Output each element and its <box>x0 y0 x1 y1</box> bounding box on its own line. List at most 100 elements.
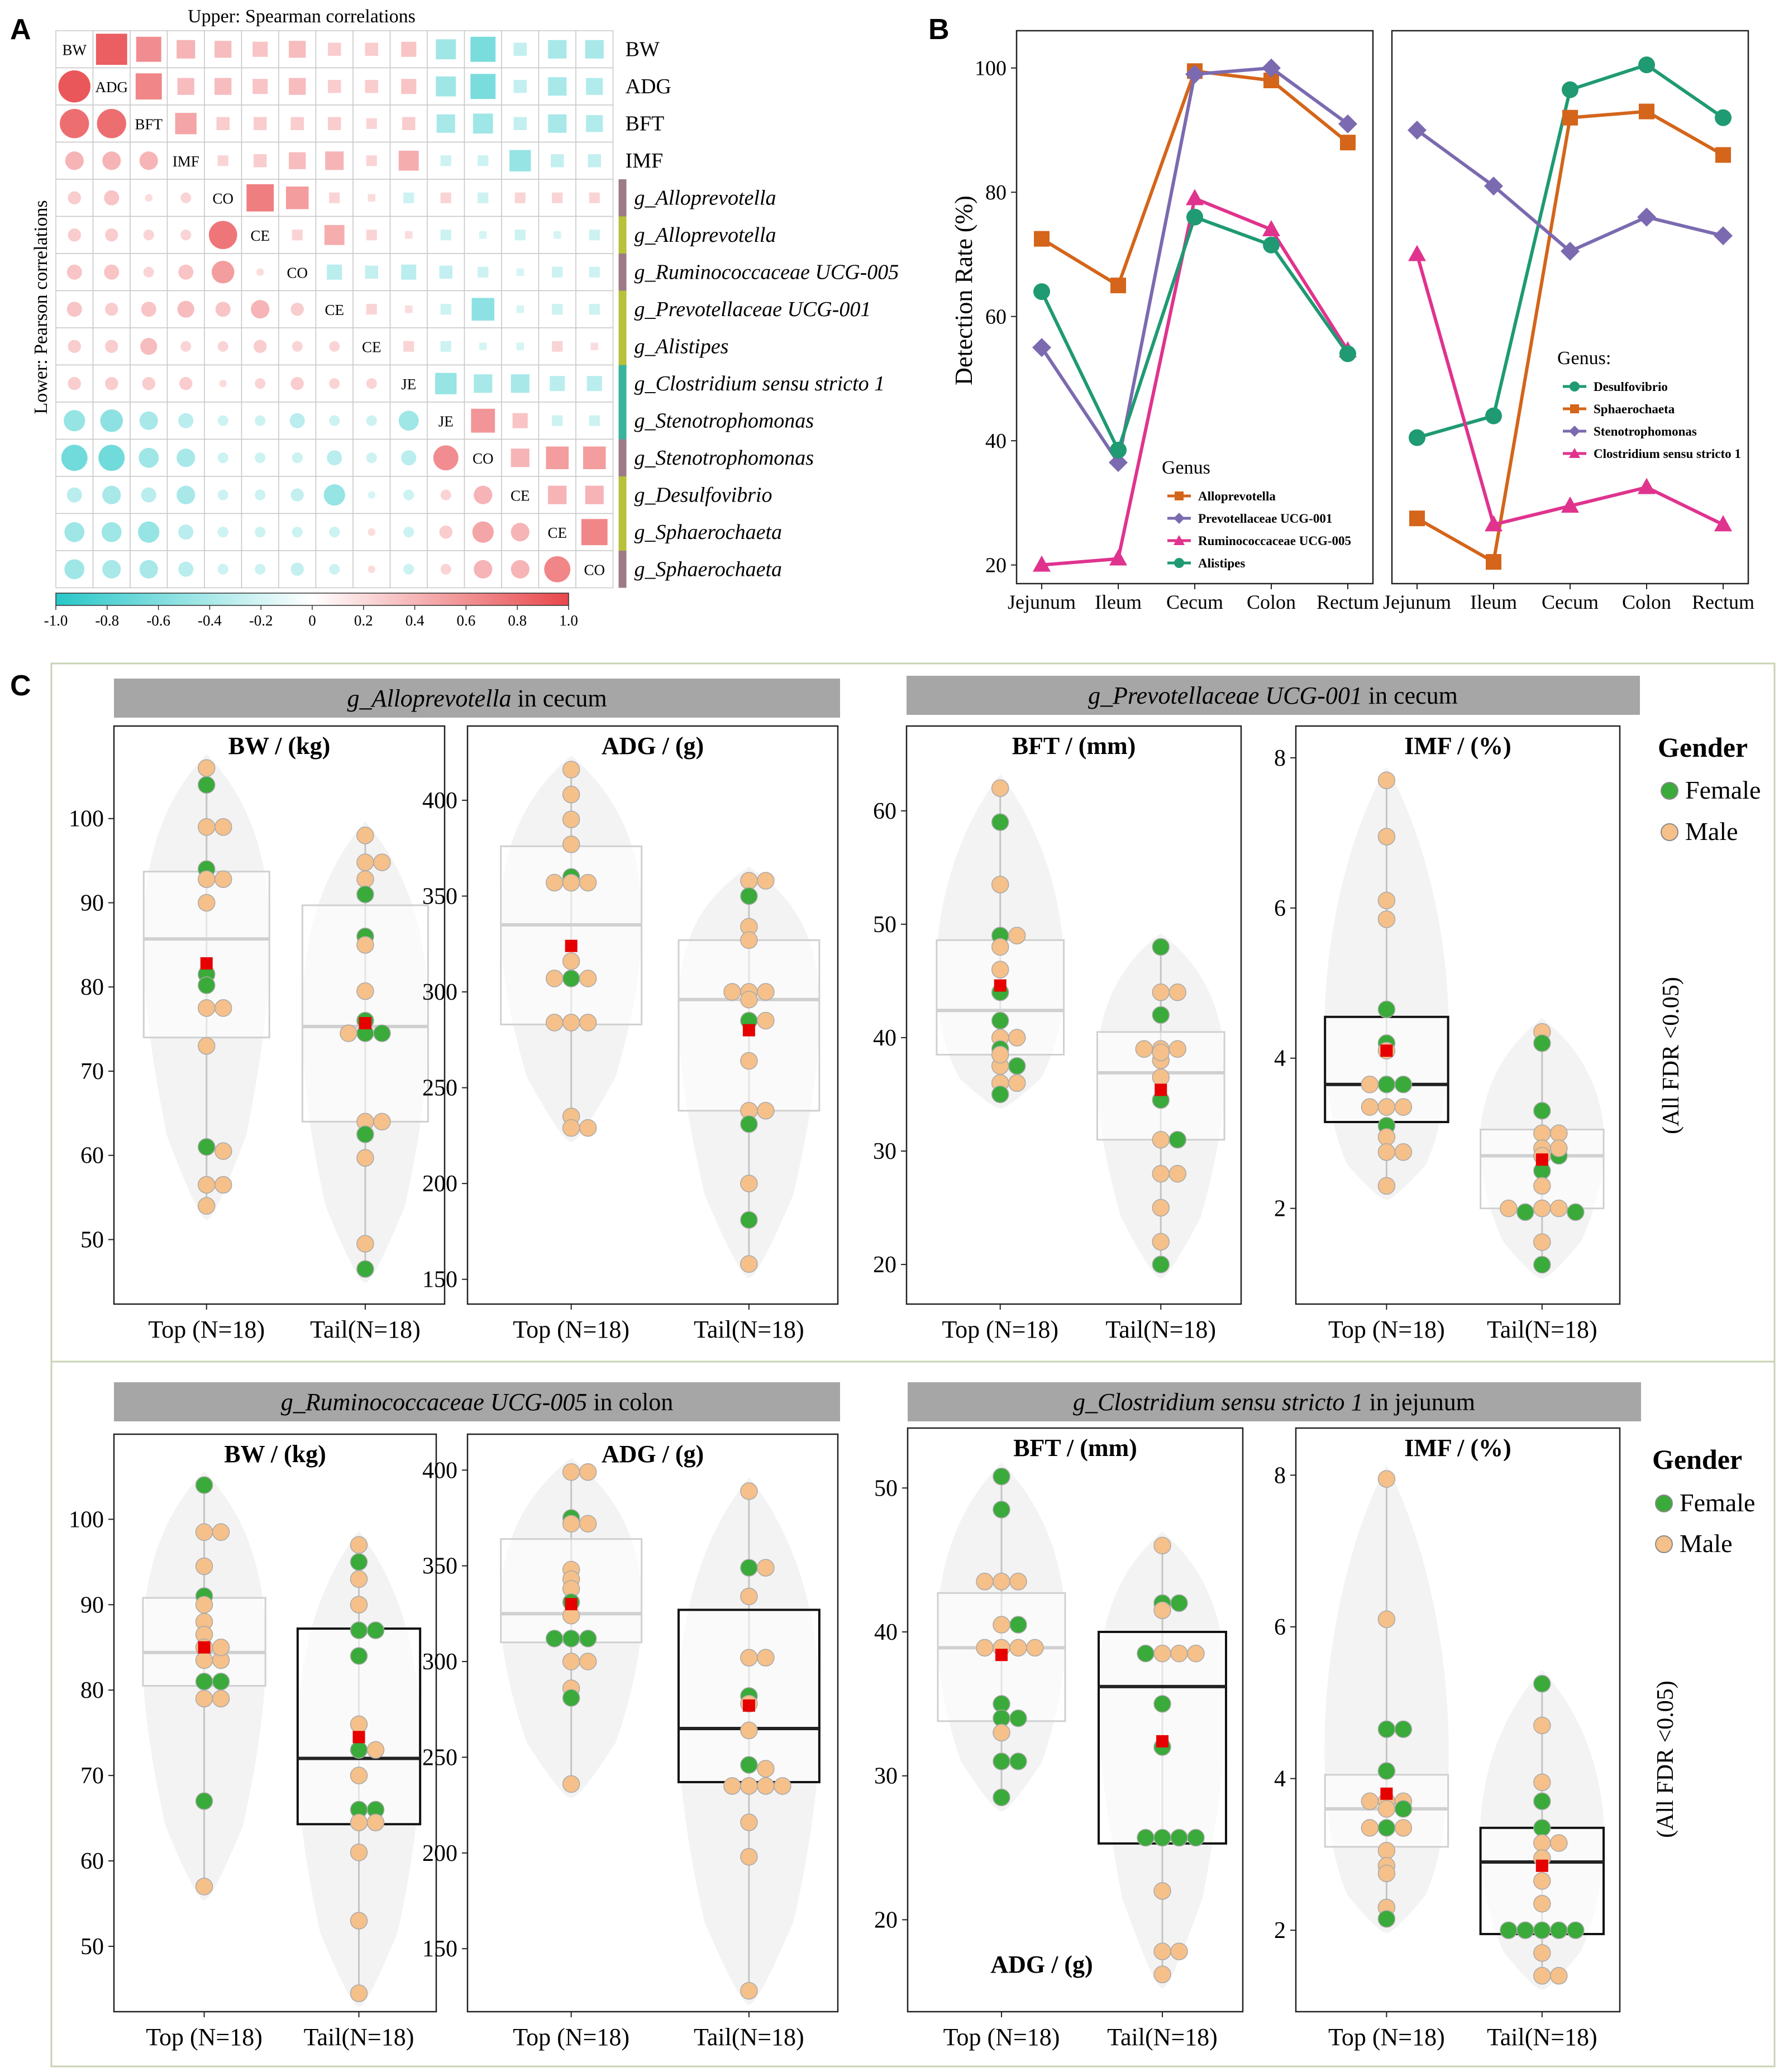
corr-square <box>548 40 567 59</box>
box-title: ADG / (g) <box>602 1440 704 1468</box>
corr-circle <box>179 377 193 390</box>
corr-diag-label: CO <box>212 190 233 207</box>
corr-diag-label: CO <box>584 561 605 578</box>
corr-circle <box>180 341 192 352</box>
point-male <box>214 1176 232 1194</box>
b-right-chart: Jejunum Ileum Cecum Colon Rectum Genus: Desulf… <box>1383 30 1754 613</box>
point-female <box>198 1138 216 1156</box>
box-ytick-label: 100 <box>69 1507 104 1532</box>
point-male <box>1152 1130 1170 1149</box>
b-legend-marker <box>1175 491 1184 500</box>
corr-square <box>404 231 413 239</box>
point-female <box>356 1125 374 1143</box>
corr-cell <box>204 179 242 217</box>
marker-triangle <box>1033 555 1051 572</box>
box-title: BFT / (mm) <box>1013 1434 1137 1462</box>
corr-circle <box>66 487 82 503</box>
b-ytick-label: 80 <box>985 181 1007 204</box>
legend-title-top: Gender <box>1658 732 1748 763</box>
box-ytick-label: 350 <box>422 1554 457 1579</box>
point-male <box>1550 1834 1568 1852</box>
point-male <box>214 870 232 888</box>
corr-square <box>585 40 604 59</box>
corr-square <box>509 150 531 171</box>
point-female <box>356 885 374 904</box>
colorbar-tick-label: 0.2 <box>354 612 373 629</box>
corr-square <box>324 225 345 245</box>
point-female <box>350 1553 368 1571</box>
point-female <box>740 1115 758 1133</box>
corr-group-bar <box>618 402 627 440</box>
corr-lower-title: Lower: Pearson correlations <box>31 200 51 414</box>
point-male <box>991 938 1009 956</box>
box-ytick-label: 60 <box>873 799 896 824</box>
corr-cell <box>575 550 614 589</box>
point-male <box>1026 1639 1044 1657</box>
point-female <box>579 1630 597 1648</box>
corr-circle <box>368 491 376 499</box>
box-panel: BFT / (mm) 20 30 40 50 60 Top (N=18) Tail(N=18) <box>873 725 1242 1343</box>
point-male <box>214 999 232 1017</box>
corr-circle <box>440 489 451 500</box>
corr-circle <box>141 487 156 503</box>
point-male <box>356 1149 374 1167</box>
b-left-chart: 20 40 60 80 100 Jejunum Ileum Cecum Colon Rectum G… <box>975 30 1379 613</box>
corr-circle <box>254 340 267 353</box>
corr-row-label: g_Prevotellaceae UCG-001 <box>635 298 871 321</box>
point-male <box>545 970 564 987</box>
box-ytick-label: 150 <box>422 1936 457 1962</box>
point-female <box>991 813 1009 831</box>
corr-circle <box>105 377 118 390</box>
corr-cell <box>92 67 131 106</box>
colorbar-tick-label: 1.0 <box>559 612 578 629</box>
box-ytick-label: 2 <box>1274 1196 1286 1222</box>
corr-square <box>548 77 567 96</box>
corr-square <box>478 266 489 278</box>
box-panel: BW / (kg) 50 60 70 80 90 100 Top (N=18) Tail(N=1… <box>69 1433 437 2051</box>
point-male <box>350 1984 368 2002</box>
corr-circle <box>177 485 195 504</box>
b-xtick-label: Cecum <box>1542 591 1599 613</box>
corr-circle <box>58 70 90 103</box>
marker-diamond <box>1185 64 1204 84</box>
box-iqr <box>677 1608 821 1783</box>
point-male <box>991 1045 1009 1064</box>
box-ytick-label: 300 <box>422 1649 457 1675</box>
b-ylabel: Detection Rate (%) <box>950 195 977 385</box>
corr-circle <box>102 560 121 579</box>
point-male <box>1533 1233 1551 1251</box>
marker-diamond <box>1032 338 1051 357</box>
corr-square <box>473 113 493 134</box>
corr-square <box>216 117 230 130</box>
box-title: IMF / (%) <box>1404 1434 1511 1462</box>
point-male <box>1168 1040 1186 1058</box>
point-female <box>1377 1000 1396 1019</box>
corr-square <box>217 155 228 166</box>
corr-square <box>552 192 563 203</box>
corr-square <box>590 342 599 351</box>
b-legend-label: Stenotrophomonas <box>1594 424 1697 438</box>
point-male <box>212 1638 230 1656</box>
corr-circle <box>289 413 305 428</box>
corr-row-label: BW <box>626 37 660 61</box>
colorbar-tick-label: -0.8 <box>95 612 119 629</box>
point-male <box>1361 1792 1379 1811</box>
point-male <box>350 1715 368 1734</box>
point-male <box>1550 1199 1568 1218</box>
corr-square <box>328 80 341 93</box>
corr-diag-label: CE <box>547 524 567 541</box>
corr-diag-label: JE <box>438 413 454 429</box>
corr-circle <box>138 521 160 543</box>
marker-circle <box>1110 441 1127 459</box>
b-legend-label: Alistipes <box>1198 556 1245 570</box>
point-female <box>1137 1644 1155 1663</box>
corr-circle <box>65 151 84 170</box>
box-group-label: Top (N=18) <box>1328 1316 1445 1343</box>
box-ytick-label: 80 <box>80 975 104 1000</box>
point-male <box>757 1102 775 1120</box>
panel-label-c: C <box>10 670 31 702</box>
b-xtick-label: Cecum <box>1166 591 1223 613</box>
corr-circle <box>105 303 118 316</box>
box-ytick-label: 4 <box>1274 1046 1286 1072</box>
